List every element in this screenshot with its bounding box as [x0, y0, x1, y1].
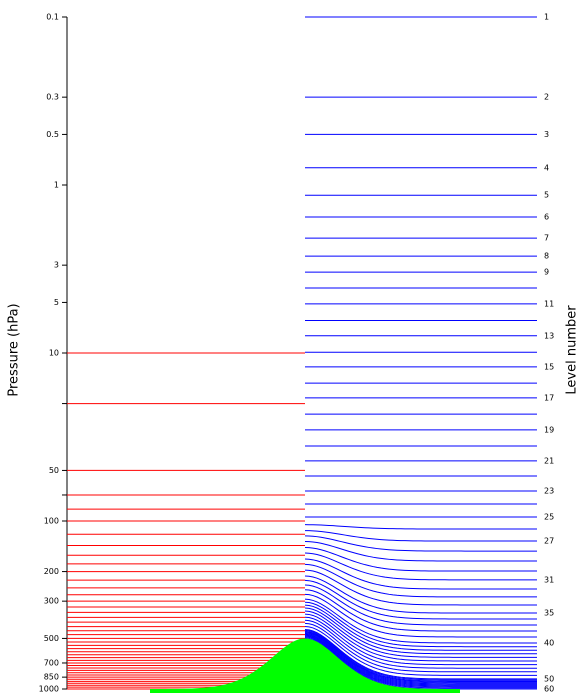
y-axis-title: Pressure (hPa) [7, 303, 22, 396]
level-number: 2 [544, 93, 549, 102]
level-number: 15 [544, 362, 554, 371]
model-level [304, 636, 537, 689]
model-level [304, 632, 537, 684]
level-number: 9 [544, 268, 549, 277]
model-level [304, 593, 537, 638]
y-tick-label: 5 [54, 298, 59, 307]
level-number: 31 [544, 575, 554, 584]
model-level [304, 635, 537, 687]
level-number: 5 [544, 191, 549, 200]
model-level [304, 610, 537, 658]
model-level [304, 558, 537, 590]
model-level [304, 524, 537, 530]
level-number: 23 [544, 487, 554, 496]
model-level [304, 601, 537, 648]
model-level [304, 630, 537, 682]
y-tick-label: 0.3 [46, 93, 59, 102]
model-level [304, 629, 537, 681]
model-level [304, 604, 537, 651]
y-tick-label: 50 [49, 466, 59, 475]
y-tick-label: 850 [44, 673, 59, 682]
model-level [304, 547, 537, 572]
y-tick-label: 0.5 [46, 130, 59, 139]
level-number: 17 [544, 393, 554, 402]
level-number: 60 [544, 685, 554, 693]
level-number: 6 [544, 212, 549, 221]
level-number: 25 [544, 512, 554, 521]
level-number: 40 [544, 638, 554, 647]
y-tick-label: 500 [44, 634, 59, 643]
level-number: 4 [544, 163, 549, 172]
model-level [304, 616, 537, 666]
model-level [304, 563, 537, 598]
model-level [304, 575, 537, 614]
y-tick-label: 200 [44, 567, 59, 576]
level-number: 27 [544, 537, 554, 546]
level-number: 21 [544, 456, 554, 465]
y-tick-label: 3 [54, 261, 59, 270]
model-level [304, 622, 537, 673]
model-level [304, 625, 537, 676]
model-level [304, 584, 537, 626]
model-level [304, 530, 537, 542]
model-level [304, 552, 537, 581]
level-number: 13 [544, 331, 554, 340]
level-number: 50 [544, 674, 554, 683]
model-level [304, 619, 537, 669]
y-tick-label: 300 [44, 597, 59, 606]
level-number: 8 [544, 252, 549, 261]
model-level [304, 579, 537, 620]
level-number: 1 [544, 13, 549, 22]
model-level [304, 631, 537, 683]
y-tick-label: 100 [44, 517, 59, 526]
y-tick-label: 10 [49, 349, 59, 358]
y-tick-label: 0.1 [46, 13, 59, 22]
model-level [304, 569, 537, 606]
level-number: 19 [544, 425, 554, 434]
model-level [304, 634, 537, 686]
model-level [304, 629, 537, 680]
model-level [304, 613, 537, 662]
model-level [304, 589, 537, 632]
level-number: 35 [544, 609, 554, 618]
y-tick-label: 700 [44, 658, 59, 667]
y-tick-label: 1000 [39, 685, 59, 693]
model-level [304, 598, 537, 644]
y-tick-label: 1 [54, 181, 59, 190]
model-level [304, 633, 537, 685]
y2-axis-title: Level number [565, 305, 580, 395]
model-level [304, 607, 537, 655]
level-number: 11 [544, 299, 554, 308]
model-level [304, 535, 537, 552]
model-level [304, 541, 537, 562]
terrain [150, 638, 460, 693]
level-number: 7 [544, 234, 549, 243]
model-level [304, 636, 537, 688]
level-number: 3 [544, 130, 549, 139]
